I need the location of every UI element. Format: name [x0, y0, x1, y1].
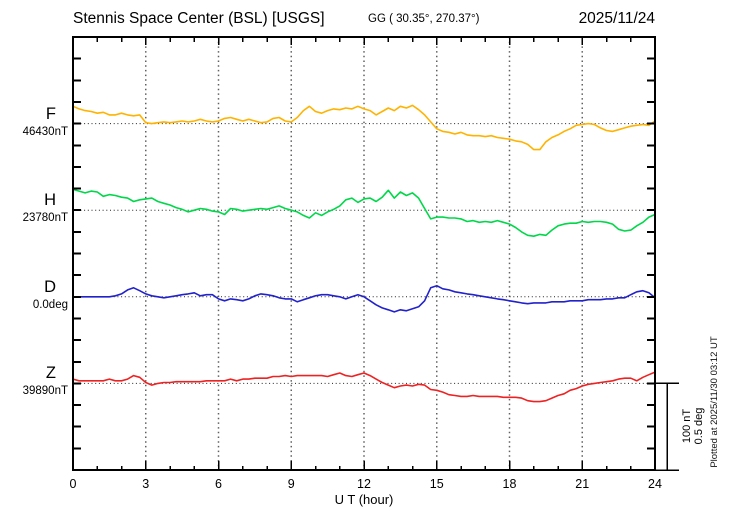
channel-label-F: F [46, 105, 56, 123]
scale-bar [655, 382, 679, 471]
channel-baseline-D: 0.0deg [33, 299, 68, 311]
x-tick-label: 21 [575, 477, 589, 491]
scalebar-nt-label: 100 nT [681, 409, 693, 444]
x-tick-label: 18 [503, 477, 517, 491]
channel-label-D: D [44, 278, 56, 296]
x-tick-label: 24 [648, 477, 662, 491]
channel-label-H: H [44, 191, 56, 209]
channel-legend: F 46430nT H 23780nT D 0.0deg Z 39890nT [23, 105, 68, 397]
x-tick-label: 3 [142, 477, 149, 491]
chart-layer: 0 3 6 9 12 15 18 21 24 [70, 36, 679, 491]
channel-label-Z: Z [46, 364, 56, 382]
page-title: Stennis Space Center (BSL) [USGS] [73, 10, 325, 27]
trace-H [72, 188, 656, 237]
x-tick-label: 9 [288, 477, 295, 491]
plot-date: 2025/11/24 [579, 10, 656, 27]
x-tick-label: 0 [70, 477, 77, 491]
plotted-at-stamp: Plotted at 2025/11/30 03:12 UT [709, 336, 720, 468]
trace-Z [72, 371, 656, 403]
observatory-coordinates: GG ( 30.35°, 270.37°) [368, 13, 480, 25]
channel-baseline-Z: 39890nT [23, 385, 68, 397]
axes [72, 36, 656, 471]
x-axis-label: U T (hour) [335, 492, 394, 507]
trace-D [72, 284, 656, 313]
x-tick-label: 12 [357, 477, 371, 491]
x-tick-label: 6 [215, 477, 222, 491]
channel-baseline-H: 23780nT [23, 212, 68, 224]
trace-F [72, 104, 656, 151]
scalebar-deg-label: 0.5 deg [693, 408, 705, 445]
channel-baseline-F: 46430nT [23, 126, 68, 138]
x-tick-label: 15 [430, 477, 444, 491]
